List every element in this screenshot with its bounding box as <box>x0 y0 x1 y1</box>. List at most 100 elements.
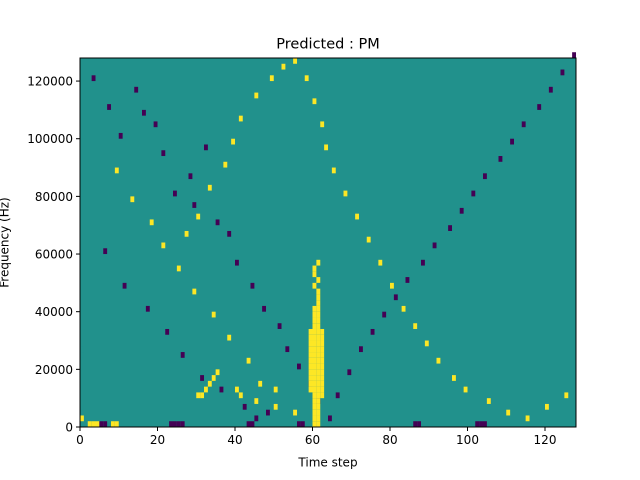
heatmap-cell <box>300 421 305 427</box>
heatmap-cell <box>308 375 313 381</box>
heatmap-cell <box>316 300 321 306</box>
heatmap-cell <box>246 357 251 364</box>
heatmap-cell <box>312 357 317 364</box>
heatmap-cell <box>545 403 549 410</box>
heatmap-cell <box>273 403 278 410</box>
heatmap-cell <box>312 323 317 329</box>
heatmap-cell <box>424 340 429 347</box>
heatmap-cell <box>95 421 100 427</box>
heatmap-cell <box>335 392 340 399</box>
heatmap-cell <box>320 363 325 370</box>
heatmap-cell <box>312 386 317 393</box>
heatmap-cell <box>99 421 104 427</box>
heatmap-cell <box>312 340 317 347</box>
heatmap-cell <box>238 392 243 399</box>
heatmap-cell <box>316 357 321 364</box>
heatmap-cell <box>393 294 398 301</box>
heatmap-cell <box>312 421 317 427</box>
heatmap-cell <box>308 380 313 387</box>
heatmap-cell <box>188 173 193 180</box>
heatmap-cell <box>564 392 569 399</box>
heatmap-cell <box>316 386 321 393</box>
heatmap-cell <box>87 421 92 427</box>
heatmap-cell <box>215 369 220 376</box>
heatmap-cell <box>560 69 565 76</box>
heatmap-cell <box>320 392 325 399</box>
heatmap-cell <box>413 421 418 427</box>
heatmap-background <box>80 58 576 427</box>
x-axis-label: Time step <box>297 456 357 470</box>
heatmap-cell <box>452 375 456 381</box>
heatmap-cell <box>486 398 491 404</box>
heatmap-cell <box>196 213 201 220</box>
heatmap-cell <box>235 259 239 266</box>
heatmap-cell <box>312 369 317 376</box>
heatmap-cell <box>254 415 259 422</box>
heatmap-cell <box>130 196 135 203</box>
heatmap-cell <box>506 409 511 416</box>
heatmap-cell <box>80 352 84 358</box>
heatmap-cell <box>169 421 174 427</box>
heatmap-cell <box>269 75 274 82</box>
x-tick-label: 0 <box>76 433 84 447</box>
heatmap-cell <box>180 352 185 358</box>
heatmap-cell <box>525 415 530 422</box>
heatmap-cell <box>142 109 146 116</box>
heatmap-cell <box>238 115 243 122</box>
heatmap-cell <box>366 236 371 243</box>
heatmap-cell <box>312 352 317 358</box>
heatmap-cell <box>312 375 317 381</box>
heatmap-cell <box>215 219 220 226</box>
y-axis-label: Frequency (Hz) <box>0 197 12 288</box>
heatmap-cell <box>223 161 228 168</box>
x-axis: 0 20 40 60 80 100 120 <box>76 427 556 447</box>
heatmap-cell <box>312 98 317 105</box>
heatmap-cell <box>184 230 189 237</box>
heatmap-cell <box>293 58 298 64</box>
heatmap-cell <box>316 380 321 387</box>
heatmap-cell <box>483 173 487 180</box>
heatmap-cell <box>80 346 84 353</box>
heatmap-cell <box>417 421 422 427</box>
heatmap-cell <box>413 323 418 329</box>
heatmap-cell <box>281 63 286 70</box>
x-tick-label: 40 <box>227 433 242 447</box>
heatmap-cell <box>250 282 255 289</box>
heatmap-cell <box>176 421 181 427</box>
heatmap-cell <box>103 248 108 255</box>
heatmap-cell <box>316 369 321 376</box>
heatmap-cell <box>382 311 387 318</box>
heatmap-cell <box>161 242 166 249</box>
heatmap-cell <box>122 282 127 289</box>
heatmap-cell <box>297 421 301 427</box>
heatmap-cell <box>316 277 321 283</box>
heatmap-cell <box>227 334 232 341</box>
x-tick-label: 60 <box>305 433 320 447</box>
heatmap-cell <box>316 328 321 335</box>
heatmap-cell <box>312 380 317 387</box>
heatmap-cell <box>173 190 177 197</box>
heatmap-cell <box>114 421 119 427</box>
heatmap-cell <box>320 375 325 381</box>
heatmap-cell <box>107 104 112 110</box>
heatmap-cell <box>242 403 247 410</box>
heatmap-cell <box>211 311 216 318</box>
heatmap-cell <box>297 363 301 370</box>
heatmap-cell <box>463 386 468 393</box>
heatmap-cell <box>320 328 325 335</box>
heatmap-cell <box>312 409 317 416</box>
heatmap-cell <box>114 167 119 174</box>
heatmap-cell <box>91 75 96 82</box>
heatmap-cell <box>273 386 278 393</box>
x-tick-label: 80 <box>382 433 397 447</box>
heatmap-cell <box>421 259 425 266</box>
heatmap-cell <box>149 219 154 226</box>
heatmap-cells <box>80 52 577 427</box>
heatmap-cell <box>258 380 263 387</box>
heatmap-cell <box>359 346 363 353</box>
heatmap-cell <box>312 392 317 399</box>
heatmap-cell <box>250 421 255 427</box>
heatmap-cell <box>316 323 321 329</box>
x-tick-label: 20 <box>150 433 165 447</box>
heatmap-cell <box>200 392 205 399</box>
